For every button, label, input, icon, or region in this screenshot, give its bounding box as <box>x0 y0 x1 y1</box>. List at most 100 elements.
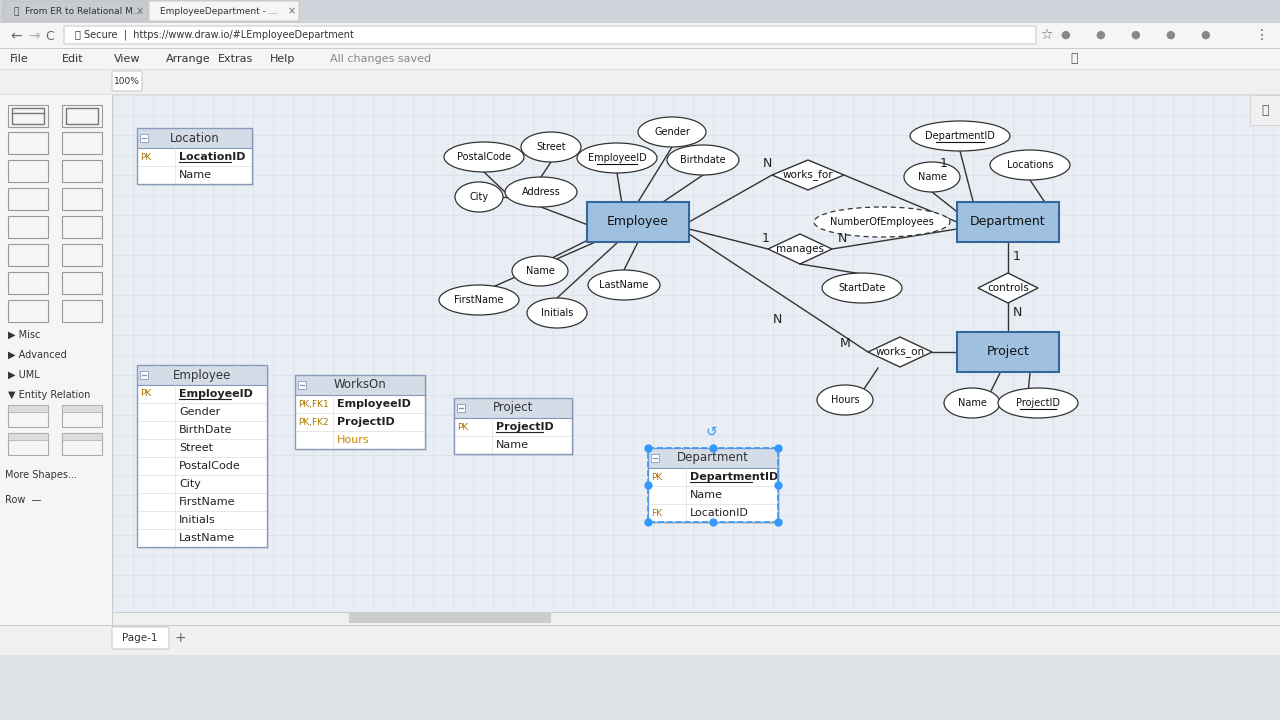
Text: EmployeeID: EmployeeID <box>588 153 646 163</box>
Text: N: N <box>838 232 847 245</box>
Text: C: C <box>45 30 54 42</box>
Bar <box>61 188 102 210</box>
Bar <box>61 405 102 412</box>
Polygon shape <box>978 273 1038 303</box>
Ellipse shape <box>998 388 1078 418</box>
Text: Birthdate: Birthdate <box>680 155 726 165</box>
Text: Street: Street <box>179 443 212 453</box>
Text: Name: Name <box>179 170 212 180</box>
Bar <box>61 216 102 238</box>
Bar <box>0 625 1280 655</box>
FancyBboxPatch shape <box>113 71 142 91</box>
Bar <box>61 433 102 440</box>
Text: LocationID: LocationID <box>690 508 749 518</box>
Bar <box>0 95 113 635</box>
Text: Hours: Hours <box>831 395 859 405</box>
Bar <box>0 69 1280 95</box>
Bar <box>61 244 102 266</box>
Text: ●: ● <box>1165 30 1175 40</box>
Bar <box>957 332 1059 372</box>
Text: ⋮: ⋮ <box>1254 28 1268 42</box>
Text: PK,FK1: PK,FK1 <box>298 400 329 408</box>
Text: Gender: Gender <box>179 407 220 417</box>
Text: Name: Name <box>497 440 529 450</box>
Text: ⎙  From ER to Relational M...: ⎙ From ER to Relational M... <box>14 6 142 16</box>
Text: Street: Street <box>536 142 566 152</box>
Text: ●: ● <box>1130 30 1139 40</box>
Ellipse shape <box>817 385 873 415</box>
Bar <box>648 468 778 522</box>
Bar <box>454 398 572 418</box>
Ellipse shape <box>588 270 660 300</box>
Bar <box>61 405 102 427</box>
Text: PK: PK <box>652 472 662 482</box>
Bar <box>8 433 49 440</box>
Bar <box>8 244 49 266</box>
Text: ●: ● <box>1094 30 1105 40</box>
Text: Name: Name <box>526 266 554 276</box>
Bar <box>8 300 49 322</box>
Text: EmployeeDepartment - ...: EmployeeDepartment - ... <box>160 6 278 16</box>
Bar <box>0 0 1280 22</box>
Text: Employee: Employee <box>607 215 669 228</box>
Ellipse shape <box>814 207 950 237</box>
Text: LastName: LastName <box>599 280 649 290</box>
Text: FirstName: FirstName <box>454 295 504 305</box>
Text: →: → <box>28 29 40 43</box>
Bar <box>137 365 268 547</box>
Bar <box>8 160 49 182</box>
Text: PostalCode: PostalCode <box>457 152 511 162</box>
Text: ▼ Entity Relation: ▼ Entity Relation <box>8 390 91 400</box>
FancyBboxPatch shape <box>64 26 1036 44</box>
Text: All changes saved: All changes saved <box>330 54 431 64</box>
Ellipse shape <box>945 388 1000 418</box>
Text: PK: PK <box>457 423 468 431</box>
Bar <box>648 448 778 468</box>
Polygon shape <box>868 337 932 367</box>
Text: ⛶: ⛶ <box>1070 53 1078 66</box>
Bar <box>140 134 148 142</box>
Bar <box>137 128 252 148</box>
Bar <box>1251 95 1280 125</box>
Text: Row  —: Row — <box>5 495 41 505</box>
Bar <box>456 400 573 456</box>
Text: N: N <box>1012 306 1023 319</box>
Text: ×: × <box>288 6 296 16</box>
Ellipse shape <box>521 132 581 162</box>
Text: DepartmentID: DepartmentID <box>690 472 778 482</box>
Text: Gender: Gender <box>654 127 690 137</box>
Ellipse shape <box>822 273 902 303</box>
Text: Initials: Initials <box>541 308 573 318</box>
Text: DepartmentID: DepartmentID <box>925 131 995 141</box>
Text: ProjectID: ProjectID <box>337 417 394 427</box>
Bar <box>113 612 1280 613</box>
Text: 1: 1 <box>940 157 948 170</box>
Bar <box>137 365 268 385</box>
Text: EmployeeID: EmployeeID <box>337 399 411 409</box>
Text: ←: ← <box>10 29 22 43</box>
Ellipse shape <box>506 177 577 207</box>
Bar <box>137 128 252 184</box>
Text: Help: Help <box>270 54 296 64</box>
Bar <box>588 202 689 242</box>
Text: FK: FK <box>652 508 662 518</box>
Text: Department: Department <box>677 451 749 464</box>
Text: Edit: Edit <box>61 54 83 64</box>
Bar <box>8 132 49 154</box>
Text: M: M <box>840 337 851 350</box>
Bar <box>294 375 425 395</box>
Bar <box>294 395 425 449</box>
Bar <box>0 69 1280 70</box>
Text: manages: manages <box>776 244 824 254</box>
Text: PostalCode: PostalCode <box>179 461 241 471</box>
Text: LastName: LastName <box>179 533 236 543</box>
Ellipse shape <box>512 256 568 286</box>
Text: WorksOn: WorksOn <box>334 379 387 392</box>
Ellipse shape <box>439 285 518 315</box>
Text: StartDate: StartDate <box>838 283 886 293</box>
Text: More Shapes...: More Shapes... <box>5 470 77 480</box>
Text: NumberOfEmployees: NumberOfEmployees <box>831 217 934 227</box>
Text: PK,FK2: PK,FK2 <box>298 418 329 426</box>
Bar <box>648 448 778 522</box>
Bar <box>8 105 49 127</box>
